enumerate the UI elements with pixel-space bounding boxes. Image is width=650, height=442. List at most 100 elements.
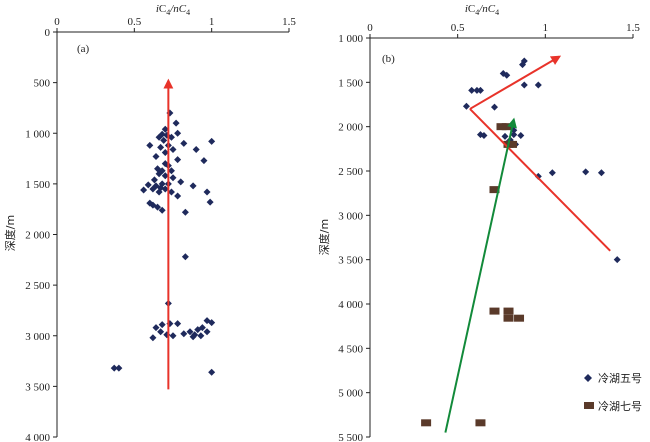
data-point-diamond [200,157,208,165]
data-point-diamond [158,206,166,214]
data-point-diamond [517,132,525,140]
data-point-diamond [180,330,188,338]
trend-arrow [469,108,611,252]
data-point-diamond [189,333,197,341]
y-tick-label: 4 500 [338,343,363,355]
legend-diamond-marker [584,374,592,382]
y-tick-label: 2 500 [338,166,363,178]
data-point-square [503,314,514,322]
panel-b-y-axis-label: 深度/m [317,219,331,255]
y-tick-label: 5 500 [338,432,363,442]
data-point-diamond [169,145,177,153]
y-tick-label: 3 500 [338,255,363,267]
data-point-diamond [161,172,169,180]
y-tick-label: 500 [34,78,51,90]
panel-b: (b) iC4/nC4 深度/m 冷湖五号 冷湖七号 0 0.5 1 1.5 1 000… [317,3,642,442]
y-tick-label: 3 500 [25,381,50,393]
data-point-diamond [534,172,542,180]
data-point-diamond [613,256,621,264]
data-point-diamond [490,103,498,111]
y-tick-label: 4 000 [25,432,50,442]
legend-label-lenghu7: 冷湖七号 [598,400,642,413]
data-point-diamond [476,86,484,94]
x-tick-label: 1 [209,16,215,28]
data-point-diamond [161,185,169,193]
data-point-diamond [110,364,118,372]
data-point-diamond [144,181,152,189]
panel-a: (a) iC4/nC4 深度/m 0 0.5 1 1.5 0 500 1 000 1 500 2… [3,3,296,442]
data-point-diamond [189,182,197,190]
data-point-diamond [155,170,163,178]
data-point-diamond [462,102,470,110]
data-point-diamond [169,332,177,340]
data-point-diamond [534,81,542,89]
data-point-diamond [150,176,158,184]
data-point-diamond [510,131,518,139]
data-point-diamond [473,86,481,94]
data-point-diamond [140,186,148,194]
data-point-square [503,307,514,315]
data-point-diamond [597,169,605,177]
data-point-diamond [192,145,200,153]
data-point-diamond [161,148,169,156]
y-tick-label: 1 500 [338,77,363,89]
data-point-diamond [149,185,157,193]
data-point-diamond [174,129,182,137]
data-point-diamond [155,188,163,196]
data-point-diamond [208,368,216,376]
y-tick-label: 2 000 [25,230,50,242]
y-tick-label: 4 000 [338,299,363,311]
data-point-diamond [468,86,476,94]
data-point-diamond [167,133,175,141]
data-point-diamond [174,156,182,164]
panel-a-x-axis-label: iC4/nC4 [156,3,190,17]
x-tick-label: 0.5 [451,22,465,34]
data-point-diamond [510,126,518,134]
x-tick-label: 0 [54,16,60,28]
data-point-diamond [152,153,160,161]
data-point-diamond [208,137,216,145]
data-point-diamond [115,364,123,372]
data-point-diamond [197,332,205,340]
legend: 冷湖五号 冷湖七号 [584,372,642,413]
data-point-square [507,140,518,148]
data-point-diamond [582,168,590,176]
data-point-diamond [167,167,175,175]
data-point-diamond [548,169,556,177]
y-tick-label: 0 [45,27,51,39]
data-point-diamond [186,328,194,336]
data-point-diamond [480,132,488,140]
y-tick-label: 1 000 [338,33,363,45]
panel-a-y-axis-label: 深度/m [3,215,17,251]
data-point-diamond [146,141,154,149]
trend-arrow [444,117,517,433]
y-tick-label: 3 000 [25,331,50,343]
legend-item-lenghu7: 冷湖七号 [584,400,642,413]
data-point-square [489,186,500,194]
x-tick-label: 0 [367,22,373,34]
data-point-diamond [152,324,160,332]
data-point-square [475,419,486,427]
data-point-diamond [503,71,511,79]
data-point-diamond [203,328,211,336]
y-tick-label: 1 500 [25,179,50,191]
data-point-diamond [149,334,157,342]
data-point-diamond [158,321,166,329]
data-point-diamond [161,125,169,133]
data-point-diamond [177,178,185,186]
data-point-diamond [167,188,175,196]
data-point-diamond [157,328,165,336]
data-point-diamond [194,326,202,334]
data-point-diamond [157,143,165,151]
data-point-diamond [180,139,188,147]
y-tick-label: 1 000 [25,128,50,140]
x-tick-label: 1.5 [626,22,640,34]
data-point-diamond [155,133,163,141]
data-point-diamond [174,320,182,328]
legend-label-lenghu5: 冷湖五号 [598,372,642,385]
data-point-diamond [206,198,214,206]
legend-item-lenghu5: 冷湖五号 [584,372,642,385]
data-point-diamond [181,208,189,216]
data-point-diamond [174,192,182,200]
